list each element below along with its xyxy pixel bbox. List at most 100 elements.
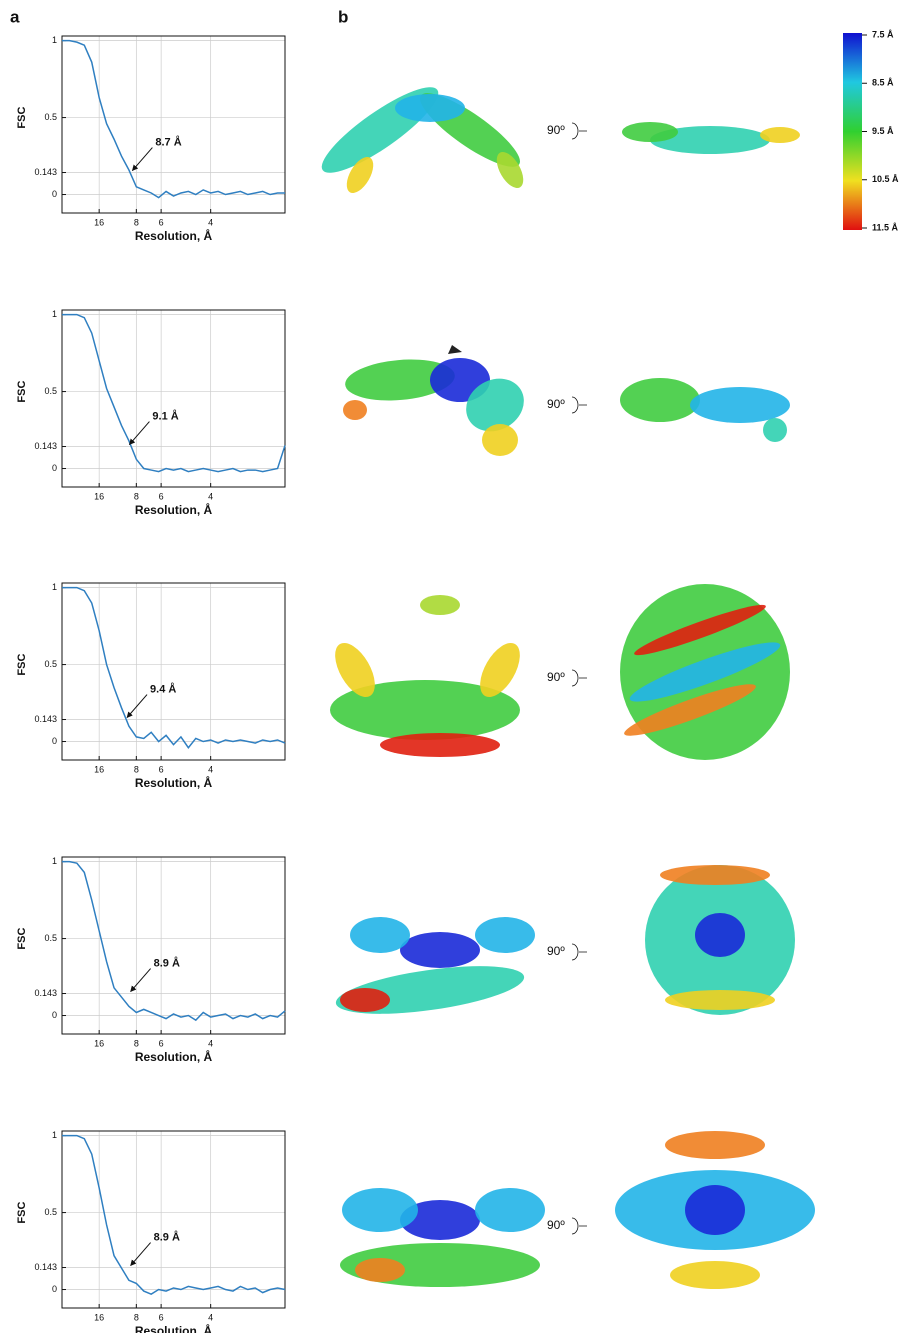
y-tick-label: 0 [52,736,57,746]
annotation-label: 8.7 Å [155,135,181,148]
colorbar-label: 10.5 Å [872,174,899,184]
y-tick-label: 1 [52,1130,57,1140]
density-map [321,87,439,173]
x-tick-label: 16 [94,1038,104,1048]
density-map [475,1188,545,1232]
plot-frame [61,582,286,761]
x-tick-label: 6 [159,217,164,227]
x-axis-label: Resolution, Å [135,1049,213,1064]
y-tick-label: 1 [52,856,57,866]
rotation-label: 90º [547,1218,565,1232]
colorbar [843,33,862,230]
y-tick-label: 1 [52,582,57,592]
x-tick-label: 6 [159,1312,164,1322]
x-tick-label: 6 [159,491,164,501]
density-map [350,917,410,953]
density-map [395,94,465,122]
y-axis-label: FSC [16,381,28,403]
density-map [480,642,520,698]
x-tick-label: 8 [134,1038,139,1048]
rotation-label: 90º [547,397,565,411]
y-tick-label: 0 [52,1284,57,1294]
density-map [342,1188,418,1232]
y-tick-label: 0.143 [34,1262,57,1272]
density-map [650,126,770,154]
colorbar-label: 7.5 Å [872,29,894,39]
y-tick-label: 0.5 [44,659,57,669]
y-tick-label: 0.143 [34,988,57,998]
x-tick-label: 16 [94,491,104,501]
density-map [475,917,535,953]
arrowhead-pointer [448,345,462,354]
density-map [482,424,518,456]
rotation-icon [571,396,587,414]
rotation-icon [571,1217,587,1235]
density-map [634,604,766,656]
density-map [380,733,500,757]
y-tick-label: 0 [52,463,57,473]
density-map [624,684,756,736]
density-map [345,359,455,401]
panel-label: a [10,7,20,26]
fsc-curve [62,586,286,749]
density-map [400,1200,480,1240]
panel-label: b [338,7,348,26]
density-map [670,1261,760,1289]
density-map [665,990,775,1010]
density-map [760,127,800,143]
fsc-curve [62,860,286,1022]
x-tick-label: 16 [94,1312,104,1322]
y-tick-label: 0.5 [44,1207,57,1217]
fsc-curve [62,313,286,473]
density-map [340,988,390,1012]
y-axis-label: FSC [16,1202,28,1224]
x-tick-label: 16 [94,217,104,227]
density-map [343,400,367,420]
density-map [420,595,460,615]
y-axis-label: FSC [16,107,28,129]
density-map [629,642,781,702]
density-map [330,680,520,740]
rotation-icon [571,943,587,961]
x-axis-label: Resolution, Å [135,775,213,790]
density-map [400,932,480,968]
density-map [355,1258,405,1282]
annotation-label: 8.9 Å [154,1230,180,1243]
y-tick-label: 0 [52,189,57,199]
x-tick-label: 8 [134,1312,139,1322]
density-map [763,418,787,442]
annotation-arrow [130,968,151,992]
y-axis-label: FSC [16,928,28,950]
x-tick-label: 4 [208,491,213,501]
y-tick-label: 0.5 [44,386,57,396]
y-tick-label: 1 [52,309,57,319]
annotation-label: 9.1 Å [152,409,178,422]
x-tick-label: 8 [134,217,139,227]
rotation-icon [571,122,587,140]
x-tick-label: 4 [208,764,213,774]
annotation-arrow [130,1242,151,1266]
x-tick-label: 6 [159,764,164,774]
plot-frame [61,309,286,488]
y-tick-label: 0.143 [34,714,57,724]
density-map [496,151,524,189]
y-axis-label: FSC [16,654,28,676]
fsc-curve [62,39,285,199]
annotation-arrow [126,694,148,718]
density-map [665,1131,765,1159]
density-map [685,1185,745,1235]
x-tick-label: 4 [208,1312,213,1322]
x-tick-label: 16 [94,764,104,774]
density-map [622,122,678,142]
x-axis-label: Resolution, Å [135,502,213,517]
annotation-label: 8.9 Å [154,956,180,969]
y-tick-label: 0 [52,1010,57,1020]
colorbar-label: 11.5 Å [872,222,899,232]
colorbar-label: 9.5 Å [872,126,894,136]
rotation-label: 90º [547,670,565,684]
x-tick-label: 4 [208,1038,213,1048]
density-map [695,913,745,957]
annotation-label: 9.4 Å [150,682,176,695]
density-map [466,378,524,432]
